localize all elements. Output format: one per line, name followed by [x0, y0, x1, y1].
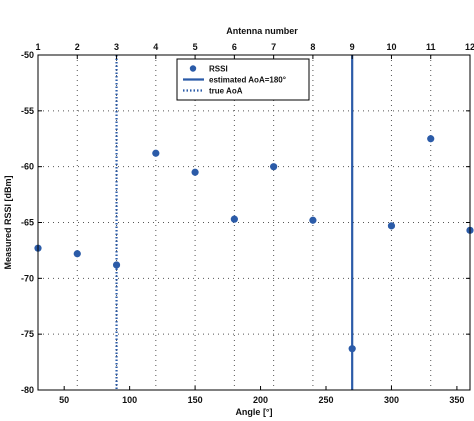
top-tick-label: 6 — [232, 42, 237, 52]
legend-label: RSSI — [209, 65, 228, 74]
top-tick-label: 11 — [426, 42, 436, 52]
top-tick-label: 3 — [114, 42, 119, 52]
top-tick-label: 2 — [75, 42, 80, 52]
y-tick-label: -80 — [21, 385, 34, 395]
grid-layer — [38, 55, 470, 390]
rssi-point — [348, 345, 356, 353]
y-tick-label: -75 — [21, 329, 34, 339]
rssi-point — [191, 168, 199, 176]
x-axis-title: Angle [°] — [235, 407, 272, 417]
top-tick-label: 12 — [465, 42, 474, 52]
y-axis-title: Measured RSSI [dBm] — [3, 175, 13, 269]
rssi-point — [270, 163, 278, 171]
y-tick-label: -60 — [21, 162, 34, 172]
top-tick-label: 1 — [35, 42, 40, 52]
top-tick-label: 5 — [193, 42, 198, 52]
top-tick-label: 7 — [271, 42, 276, 52]
rssi-points — [34, 135, 474, 353]
x-tick-label: 100 — [122, 395, 137, 405]
y-tick-label: -65 — [21, 218, 34, 228]
legend-label: true AoA — [209, 87, 243, 96]
y-tick-label: -70 — [21, 273, 34, 283]
rssi-point — [152, 149, 160, 157]
rssi-point — [309, 216, 317, 224]
legend-marker-rssi — [189, 65, 197, 72]
top-axis-title: Antenna number — [226, 26, 298, 36]
top-tick-label: 4 — [153, 42, 158, 52]
x-tick-label: 200 — [253, 395, 268, 405]
aoa-lines — [115, 55, 354, 390]
rssi-point — [112, 261, 121, 269]
rssi-point — [427, 135, 435, 143]
x-tick-label: 300 — [384, 395, 399, 405]
y-tick-label: -50 — [21, 50, 34, 60]
top-tick-label: 10 — [386, 42, 396, 52]
x-tick-label: 250 — [318, 395, 333, 405]
x-tick-label: 350 — [449, 395, 464, 405]
legend: RSSI estimated AoA=180° true AoA — [176, 58, 310, 101]
rssi-point — [387, 222, 396, 230]
rssi-point — [230, 215, 238, 223]
rssi-point — [73, 250, 81, 258]
top-tick-label: 8 — [310, 42, 315, 52]
top-tick-label: 9 — [350, 42, 355, 52]
y-tick-label: -55 — [21, 106, 34, 116]
x-tick-label: 50 — [59, 395, 69, 405]
x-tick-label: 150 — [188, 395, 203, 405]
legend-label: estimated AoA=180° — [209, 76, 286, 85]
